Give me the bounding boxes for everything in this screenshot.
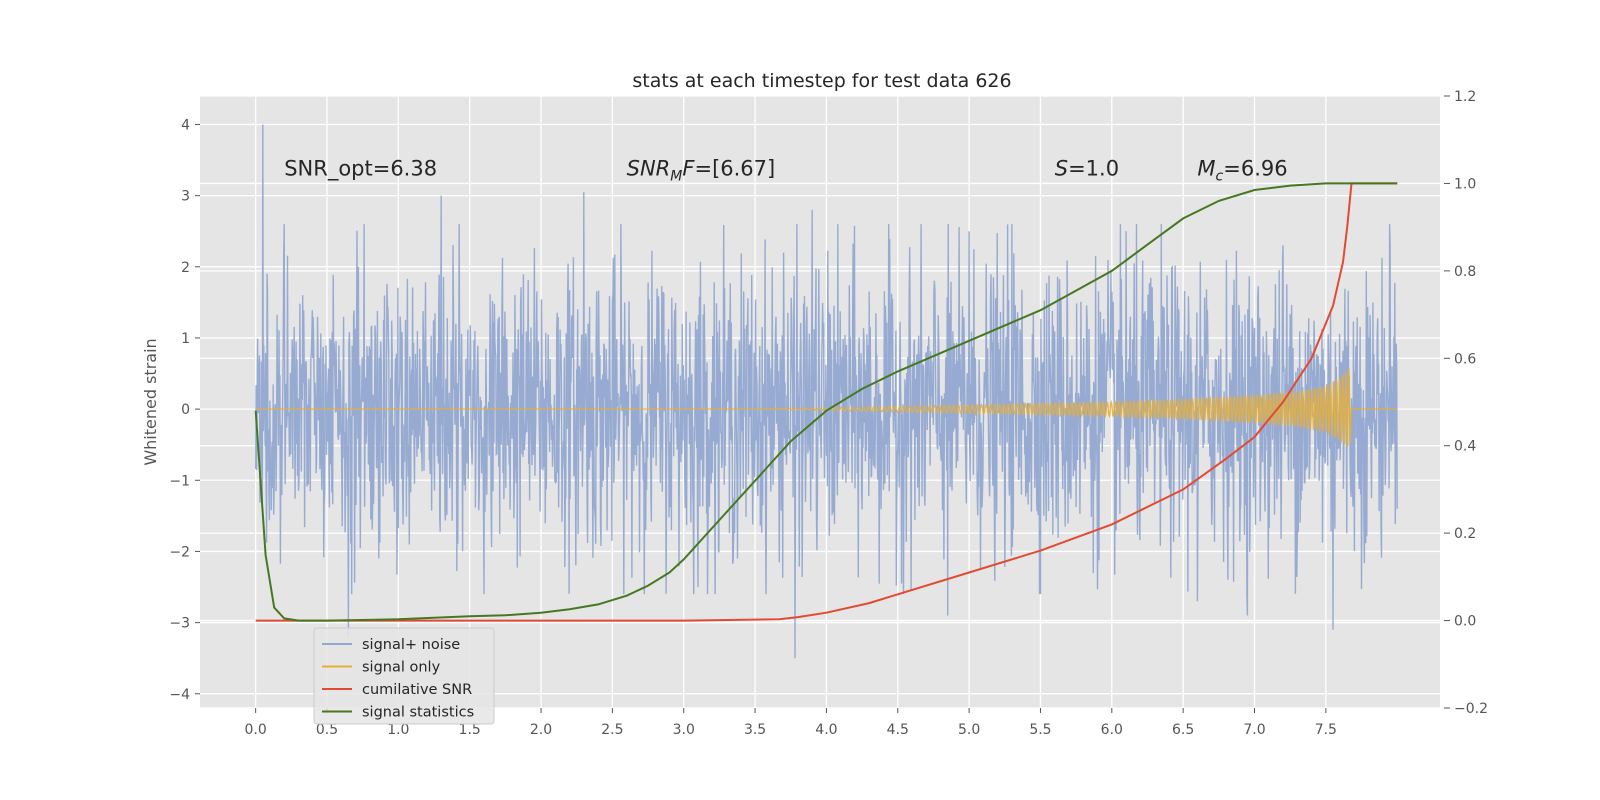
series-signal-only <box>255 368 1398 448</box>
legend: signal+ noise signal only cumilative SNR si… <box>313 627 495 725</box>
x-tick-label: 5.0 <box>958 722 980 738</box>
y2-tick-label: 0.8 <box>1454 264 1476 280</box>
y-tick-label: 3 <box>181 189 190 205</box>
annotation: Mc=6.96 <box>1197 156 1287 184</box>
x-tick-label: 0.5 <box>316 722 338 738</box>
x-axis: 0.0 0.5 1.0 1.5 2.0 2.5 3.0 3.5 4.0 4.5 5.0 5.5 6.0 6… <box>245 708 1337 738</box>
y-tick-label: 0 <box>181 402 190 418</box>
x-tick-label: 7.0 <box>1243 722 1265 738</box>
legend-entry: signal only <box>362 660 441 676</box>
x-tick-label: 4.5 <box>887 722 909 738</box>
series-cumilative-snr <box>255 182 1398 622</box>
annotation: SNRMF=[6.67] <box>627 156 776 184</box>
legend-entry: signal statistics <box>362 705 474 721</box>
y2-tick-label: 0.4 <box>1454 439 1476 455</box>
y-tick-label: −1 <box>169 473 190 489</box>
y2-tick-label: 0.2 <box>1454 526 1476 542</box>
x-tick-label: 3.5 <box>744 722 766 738</box>
annotation: SNR_opt=6.38 <box>284 156 437 181</box>
x-tick-label: 6.5 <box>1172 722 1194 738</box>
x-tick-label: 3.0 <box>673 722 695 738</box>
y-tick-label: −3 <box>169 616 190 632</box>
y2-tick-label: 1.0 <box>1454 176 1476 192</box>
annotations: SNR_opt=6.38 SNRMF=[6.67] S=1.0 Mc=6.96 <box>284 156 1287 184</box>
x-tick-label: 1.0 <box>387 722 409 738</box>
x-tick-label: 5.5 <box>1029 722 1051 738</box>
x-tick-label: 0.0 <box>245 722 267 738</box>
series-signal-statistics <box>254 182 1398 622</box>
x-tick-label: 7.5 <box>1315 722 1337 738</box>
x-tick-label: 4.0 <box>815 722 837 738</box>
series-layer <box>254 124 1398 659</box>
legend-entry: cumilative SNR <box>362 682 472 698</box>
annotation: S=1.0 <box>1055 156 1119 180</box>
y-axis-left: −4 −3 −2 −1 0 1 2 3 4 <box>169 117 200 703</box>
y-tick-label: −4 <box>169 687 190 703</box>
legend-box <box>313 627 495 725</box>
y-axis-label: Whitened strain <box>141 338 160 465</box>
y-tick-label: 1 <box>181 331 190 347</box>
y-tick-label: 2 <box>181 260 190 276</box>
x-tick-label: 2.0 <box>530 722 552 738</box>
series-signal-noise <box>255 124 1398 659</box>
y-tick-label: 4 <box>181 117 190 133</box>
y2-tick-label: −0.2 <box>1454 701 1488 717</box>
x-tick-label: 6.0 <box>1101 722 1123 738</box>
y2-tick-label: 0.6 <box>1454 351 1476 367</box>
x-tick-label: 1.5 <box>459 722 481 738</box>
y2-tick-label: 1.2 <box>1454 89 1476 105</box>
y-tick-label: −2 <box>169 544 190 560</box>
legend-entry: signal+ noise <box>362 637 460 653</box>
chart-title: stats at each timestep for test data 626 <box>632 70 1011 92</box>
y-axis-right: −0.2 0.0 0.2 0.4 0.6 0.8 1.0 1.2 <box>1444 89 1488 717</box>
y2-tick-label: 0.0 <box>1454 614 1476 630</box>
x-tick-label: 2.5 <box>601 722 623 738</box>
